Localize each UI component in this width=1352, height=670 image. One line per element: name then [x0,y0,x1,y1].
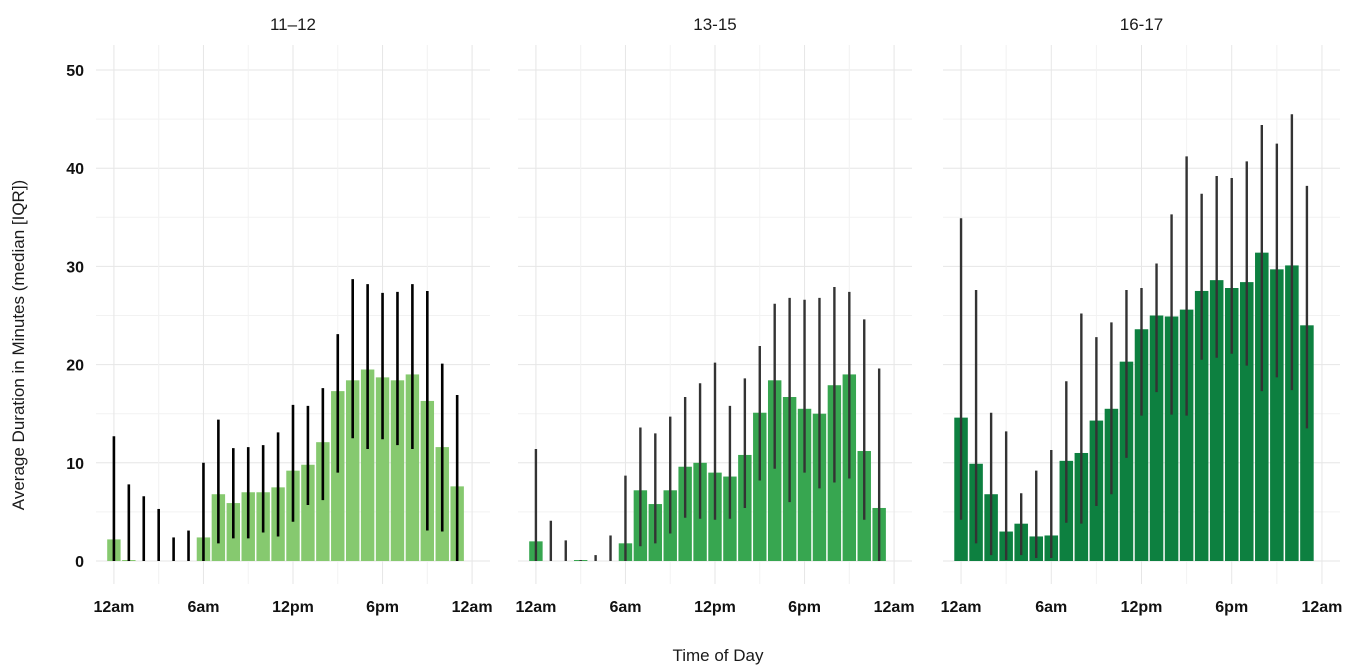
facet-title: 16-17 [1120,15,1163,34]
bar [1149,315,1164,561]
facet-panel-2: 13-15 12am 6am 12pm 6pm 12am [515,15,914,616]
bar [405,374,420,561]
bar [1119,361,1134,561]
bar [1270,269,1284,561]
x-tick-label: 12pm [694,599,736,616]
facet-title: 11–12 [270,15,316,34]
bar [360,369,375,561]
facet-panel-1: 11–12 12am 6am 12pm 6pm 12am 0 10 20 30 40 50 [66,15,492,616]
bar [1239,282,1254,561]
y-tick-label: 20 [66,358,84,375]
x-tick-label: 6pm [788,599,821,616]
x-tick-label: 12am [874,599,915,616]
bar [753,412,767,561]
bar [1255,252,1269,562]
bar [345,380,360,561]
bar [1224,288,1239,561]
y-tick-label: 10 [66,456,84,473]
bar [797,408,812,561]
facet-title: 13-15 [693,15,736,34]
facet-panel-3: 16-17 12am 6am 12pm 6pm 12am [941,15,1343,616]
bar [390,380,405,561]
x-tick-label: 12pm [272,599,314,616]
bar [1164,316,1179,561]
y-axis-title: Average Duration in Minutes (median [IQR… [9,180,28,510]
y-tick-label: 50 [66,63,84,80]
bar [1134,329,1149,561]
y-tick-label: 40 [66,161,84,178]
x-tick-label: 12am [1301,599,1342,616]
bar [1179,309,1194,561]
bar [1209,280,1224,561]
x-tick-label: 12am [93,599,134,616]
x-tick-label: 6am [609,599,641,616]
bar [1285,265,1299,561]
x-tick-label: 6pm [1215,599,1248,616]
bar [375,377,390,561]
x-tick-label: 12am [515,599,556,616]
bar [767,380,782,561]
x-tick-label: 12pm [1121,599,1163,616]
x-tick-label: 6am [187,599,219,616]
y-tick-label: 0 [75,554,84,571]
x-axis-title: Time of Day [672,646,764,665]
bar [1194,290,1209,561]
x-tick-label: 6am [1035,599,1067,616]
bar [316,442,330,561]
x-tick-label: 12am [941,599,982,616]
bar [331,391,345,561]
bar [1300,325,1314,561]
bar [301,464,315,561]
y-tick-label: 30 [66,259,84,276]
x-tick-label: 12am [452,599,493,616]
x-tick-label: 6pm [366,599,399,616]
